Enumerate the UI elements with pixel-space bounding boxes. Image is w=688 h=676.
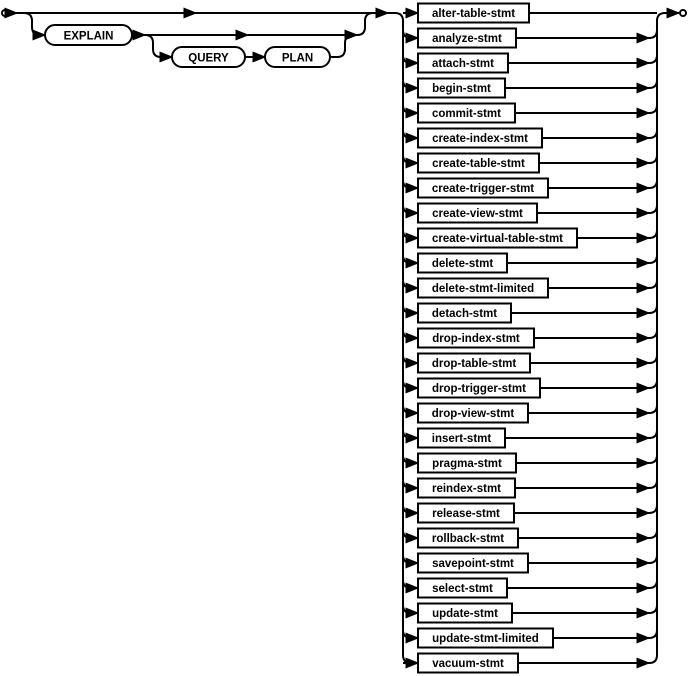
statement-label: select-stmt — [432, 583, 493, 595]
statement-row: update-stmt-limited — [402, 627, 658, 649]
statement-label: create-virtual-table-stmt — [432, 233, 563, 245]
statement-label: attach-stmt — [432, 58, 494, 70]
statement-label: commit-stmt — [432, 108, 501, 120]
statement-row: create-virtual-table-stmt — [402, 227, 658, 249]
statement-row: insert-stmt — [402, 427, 658, 449]
statement-row: update-stmt — [402, 602, 658, 624]
statement-row: delete-stmt-limited — [402, 277, 658, 299]
statement-row: analyze-stmt — [402, 27, 658, 49]
statement-label: create-view-stmt — [432, 208, 523, 220]
statement-row: delete-stmt — [402, 252, 658, 274]
statement-row: create-view-stmt — [402, 202, 658, 224]
statement-row: drop-table-stmt — [402, 352, 658, 374]
statement-row: savepoint-stmt — [402, 552, 658, 574]
statement-label: detach-stmt — [432, 308, 497, 320]
statement-row: drop-view-stmt — [402, 402, 658, 424]
statement-label: analyze-stmt — [432, 33, 502, 45]
query-label: QUERY — [188, 53, 229, 65]
statement-row: pragma-stmt — [402, 452, 658, 474]
statement-label: delete-stmt-limited — [432, 283, 534, 295]
statement-row: create-index-stmt — [402, 127, 658, 149]
statement-label: insert-stmt — [432, 433, 492, 445]
explain-branch — [23, 12, 47, 41]
statement-label: update-stmt — [432, 608, 498, 620]
statement-label: pragma-stmt — [432, 458, 502, 470]
statement-row: release-stmt — [402, 502, 658, 524]
query-plan-branch — [144, 34, 174, 63]
statement-row: attach-stmt — [402, 52, 658, 74]
statement-row: drop-trigger-stmt — [402, 377, 658, 399]
statement-label: drop-table-stmt — [432, 358, 517, 370]
statement-label: drop-trigger-stmt — [432, 383, 526, 395]
statement-label: delete-stmt — [432, 258, 494, 270]
statement-label: create-trigger-stmt — [432, 183, 534, 195]
plan-keyword: PLAN — [264, 46, 331, 68]
statement-label: savepoint-stmt — [432, 558, 514, 570]
right-rail — [648, 7, 681, 664]
statement-row: rollback-stmt — [402, 527, 658, 549]
statement-row: create-trigger-stmt — [402, 177, 658, 199]
end-terminal — [679, 9, 687, 17]
statement-row: begin-stmt — [402, 77, 658, 99]
explain-keyword: EXPLAIN — [44, 24, 133, 46]
statement-row: reindex-stmt — [402, 477, 658, 499]
explain-label: EXPLAIN — [64, 31, 114, 43]
start-terminal — [1, 9, 9, 17]
statement-label: update-stmt-limited — [432, 633, 539, 645]
statement-label: rollback-stmt — [432, 533, 504, 545]
statement-label: reindex-stmt — [432, 483, 501, 495]
statement-row: select-stmt — [402, 577, 658, 599]
statement-row: detach-stmt — [402, 302, 658, 324]
statement-label: drop-index-stmt — [432, 333, 520, 345]
statement-label: alter-table-stmt — [432, 8, 515, 20]
statement-label: drop-view-stmt — [432, 408, 515, 420]
statement-row: commit-stmt — [402, 102, 658, 124]
statement-label: vacuum-stmt — [432, 658, 504, 670]
statement-label: create-index-stmt — [432, 133, 528, 145]
query-keyword: QUERY — [171, 46, 246, 68]
statement-label: create-table-stmt — [432, 158, 525, 170]
statement-row: create-table-stmt — [402, 152, 658, 174]
statement-label: release-stmt — [432, 508, 500, 520]
statement-label: begin-stmt — [432, 83, 491, 95]
statement-row: drop-index-stmt — [402, 327, 658, 349]
plan-label: PLAN — [282, 53, 313, 65]
statement-row: alter-table-stmt — [403, 2, 657, 24]
statement-row: vacuum-stmt — [403, 652, 651, 674]
